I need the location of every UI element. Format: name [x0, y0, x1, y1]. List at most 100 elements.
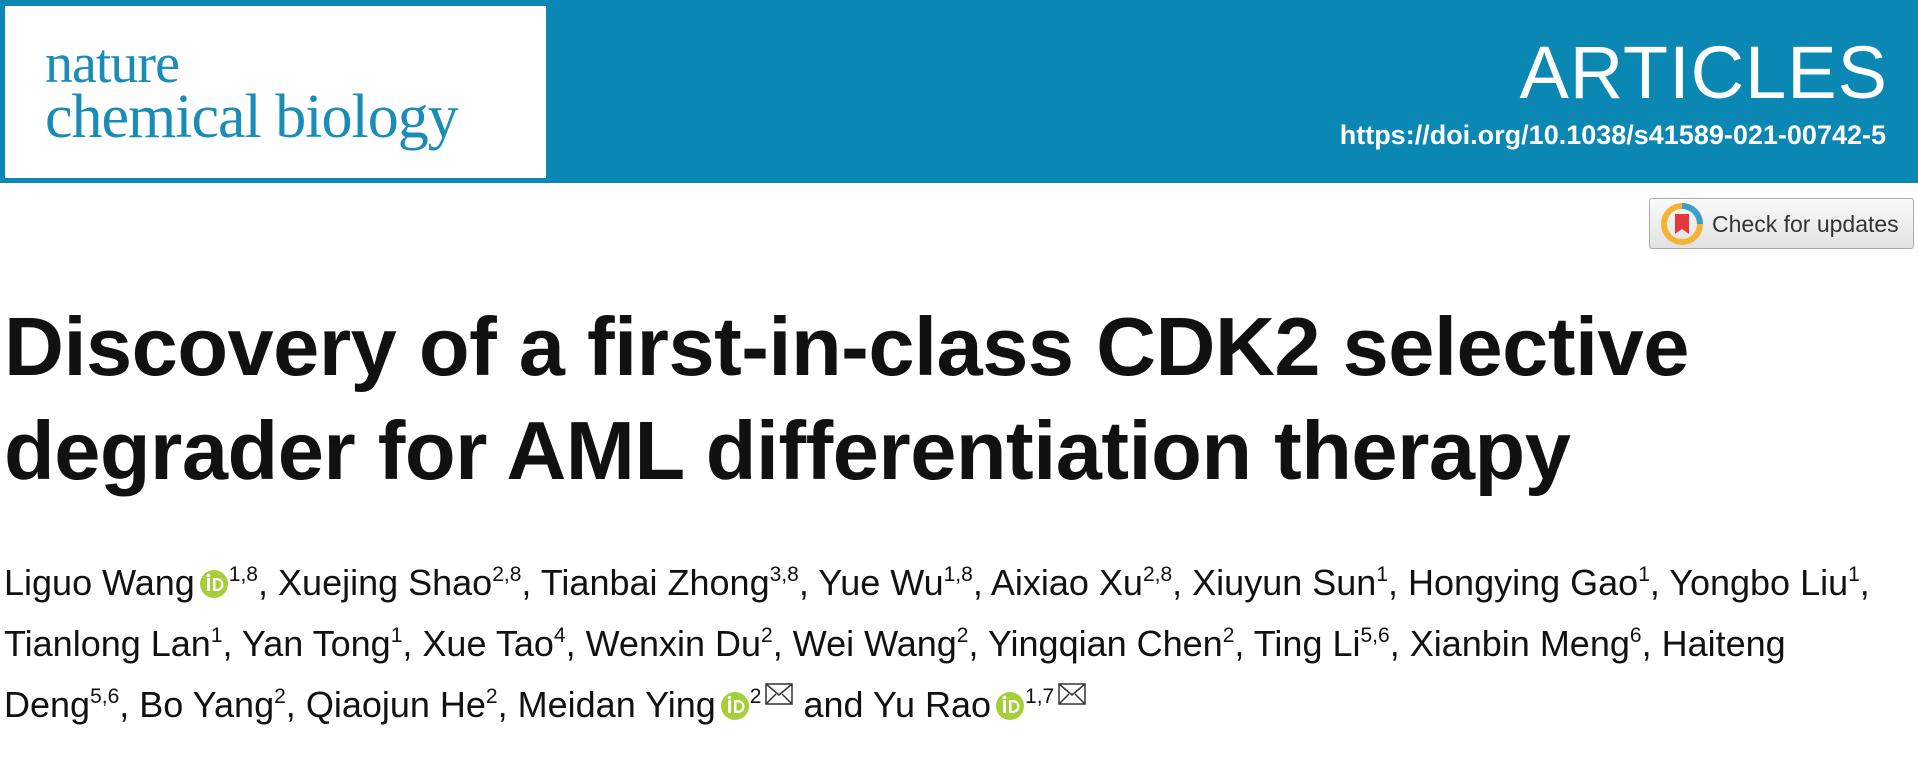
affiliation: 4 — [553, 624, 566, 647]
separator: , — [1388, 562, 1399, 603]
separator: , — [402, 623, 413, 664]
author-name[interactable]: Bo Yang — [139, 684, 275, 725]
journal-logo[interactable]: nature chemical biology — [5, 6, 546, 178]
check-updates-button[interactable]: Check for updates — [1649, 198, 1914, 249]
affiliation: 3,8 — [769, 563, 799, 586]
separator: , — [222, 623, 233, 664]
journal-name: chemical biology — [45, 83, 459, 151]
affiliation: 2 — [956, 624, 969, 647]
article-title: Discovery of a first-in-class CDK2 selec… — [4, 295, 1689, 503]
affiliation: 2 — [274, 685, 286, 708]
author: Xue Tao4, — [422, 623, 575, 664]
author: Yongbo Liu1, — [1669, 562, 1870, 603]
author-name[interactable]: Yu Rao — [872, 684, 992, 725]
author: Xiuyun Sun1, — [1192, 562, 1398, 603]
title-line: degrader for AML differentiation therapy — [4, 404, 1571, 497]
separator: , — [1172, 562, 1183, 603]
separator: , — [1234, 623, 1245, 664]
journal-name: nature — [45, 33, 180, 95]
orcid-icon[interactable] — [199, 569, 229, 599]
affiliation: 1 — [1638, 563, 1650, 586]
separator: , — [497, 684, 508, 725]
affiliation: 2 — [1222, 624, 1235, 647]
affiliation: 1 — [1376, 563, 1388, 586]
author: Yue Wu1,8, — [818, 562, 983, 603]
author-name[interactable]: Xiuyun Sun — [1192, 562, 1377, 603]
author: and Yu Rao 1,7 — [803, 683, 1086, 725]
author: Liguo Wang 1,8, — [4, 562, 268, 603]
separator: , — [285, 684, 296, 725]
conjunction: and — [803, 684, 864, 725]
author-name[interactable]: Xue Tao — [422, 623, 554, 664]
author: Bo Yang2, — [139, 684, 296, 725]
author-name[interactable]: Yue Wu — [818, 562, 944, 603]
author-name[interactable]: Ting Li — [1253, 623, 1361, 664]
separator: , — [772, 623, 783, 664]
author-name[interactable]: Qiaojun He — [305, 684, 486, 725]
header-bar: nature chemical biology ARTICLES https:/… — [0, 0, 1918, 183]
affiliation: 1 — [210, 624, 223, 647]
author-name[interactable]: Yingqian Chen — [987, 623, 1223, 664]
update-icon — [1661, 203, 1703, 245]
author: Ting Li5,6, — [1254, 623, 1400, 664]
doi-link[interactable]: https://doi.org/10.1038/s41589-021-00742… — [1339, 120, 1886, 150]
author: Hongying Gao1, — [1408, 562, 1660, 603]
orcid-icon[interactable] — [995, 691, 1025, 721]
affiliation: 6 — [1629, 624, 1642, 647]
author: Wenxin Du2, — [586, 623, 783, 664]
affiliation: 2,8 — [492, 563, 522, 586]
author-name[interactable]: Yan Tong — [241, 623, 391, 664]
affiliation: 5,6 — [1360, 624, 1390, 647]
author-name[interactable]: Liguo Wang — [4, 562, 195, 603]
affiliation: 1,7 — [1025, 685, 1055, 708]
author-name[interactable]: Hongying Gao — [1408, 562, 1639, 603]
affiliation: 2 — [485, 685, 498, 708]
author: Tianbai Zhong3,8, — [541, 562, 809, 603]
author-name[interactable]: Xianbin Meng — [1409, 623, 1630, 664]
affiliation: 2 — [749, 685, 762, 708]
title-line: Discovery of a first-in-class CDK2 selec… — [4, 300, 1689, 393]
mail-icon[interactable] — [1058, 683, 1086, 705]
affiliation: 1,8 — [943, 563, 973, 586]
author-name[interactable]: Haiteng Deng — [4, 623, 1786, 725]
section-label: ARTICLES — [1519, 31, 1888, 114]
separator: , — [1649, 562, 1660, 603]
author: Qiaojun He2, — [306, 684, 508, 725]
author: Xianbin Meng6, — [1410, 623, 1652, 664]
affiliation: 5,6 — [90, 685, 120, 708]
author: Xuejing Shao2,8, — [278, 562, 531, 603]
author-name[interactable]: Xuejing Shao — [278, 562, 493, 603]
affiliation: 1,8 — [228, 563, 258, 586]
separator: , — [521, 562, 532, 603]
separator: , — [1641, 623, 1652, 664]
separator: , — [1859, 562, 1870, 603]
author-name[interactable]: Tianbai Zhong — [540, 562, 770, 603]
author: Tianlong Lan1, — [4, 623, 233, 664]
separator: , — [258, 562, 269, 603]
author: Wei Wang2, — [793, 623, 979, 664]
author-name[interactable]: Wenxin Du — [585, 623, 762, 664]
author: Aixiao Xu2,8, — [991, 562, 1182, 603]
button-label: Check for updates — [1712, 211, 1899, 237]
affiliation: 1 — [1848, 563, 1860, 586]
affiliation: 2,8 — [1142, 563, 1173, 586]
separator: , — [119, 684, 130, 725]
author-name[interactable]: Meidan Ying — [517, 684, 716, 725]
author-name[interactable]: Yongbo Liu — [1669, 562, 1849, 603]
separator: , — [1389, 623, 1400, 664]
affiliation: 2 — [761, 624, 773, 647]
mail-icon[interactable] — [765, 683, 794, 705]
author: Yingqian Chen2, — [988, 623, 1245, 664]
separator: , — [972, 562, 983, 603]
author: Yan Tong1, — [242, 623, 413, 664]
separator: , — [798, 562, 809, 603]
author-name[interactable]: Wei Wang — [792, 623, 957, 664]
separator: , — [968, 623, 979, 664]
author-name[interactable]: Aixiao Xu — [990, 562, 1143, 603]
author-name[interactable]: Tianlong Lan — [4, 623, 211, 664]
author: Meidan Ying 2 — [517, 683, 794, 725]
author-list: Liguo Wang 1,8, Xuejing Shao2,8, Tianbai … — [4, 552, 1909, 735]
separator: , — [565, 623, 576, 664]
orcid-icon[interactable] — [720, 691, 750, 721]
